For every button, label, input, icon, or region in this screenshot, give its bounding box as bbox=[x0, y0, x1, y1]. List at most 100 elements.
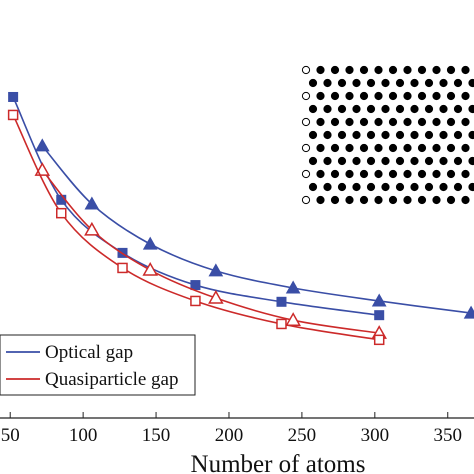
atom-dot bbox=[330, 143, 340, 153]
marker bbox=[208, 263, 224, 277]
marker bbox=[373, 334, 385, 346]
atom-dot bbox=[323, 130, 332, 140]
atom-dot bbox=[359, 169, 369, 179]
atom-dot bbox=[345, 117, 354, 127]
atom-dot bbox=[403, 169, 412, 179]
atom-dot bbox=[352, 182, 361, 192]
atom-dot bbox=[453, 104, 463, 114]
legend: Optical gap Quasiparticle gap bbox=[0, 334, 196, 396]
atom-dot bbox=[388, 65, 398, 75]
atom-dot bbox=[381, 104, 390, 114]
marker bbox=[463, 305, 474, 319]
x-tick-label: 50 bbox=[1, 425, 20, 446]
atom-dot bbox=[366, 130, 376, 140]
atom-dot bbox=[453, 130, 463, 140]
atom-dot bbox=[432, 117, 441, 127]
atom-dot bbox=[403, 91, 412, 101]
atom-dot bbox=[323, 156, 332, 166]
atom-dot bbox=[381, 182, 390, 192]
atom-dot bbox=[424, 104, 434, 114]
atom-dot bbox=[366, 182, 376, 192]
legend-label: Quasiparticle gap bbox=[45, 369, 178, 390]
atom-dot bbox=[366, 78, 376, 88]
atom-dot bbox=[432, 169, 441, 179]
atom-dot bbox=[388, 91, 398, 101]
atom-dot bbox=[345, 143, 354, 153]
marker bbox=[8, 91, 19, 102]
atom-dot bbox=[323, 182, 332, 192]
marker bbox=[371, 293, 387, 307]
atom-dot bbox=[388, 195, 398, 205]
atom-dot bbox=[446, 91, 456, 101]
atom-dot bbox=[403, 117, 412, 127]
marker bbox=[285, 312, 301, 326]
curve bbox=[12, 114, 380, 341]
atom-dot bbox=[432, 143, 441, 153]
atom-dot bbox=[468, 78, 474, 88]
atom-dot bbox=[432, 195, 441, 205]
atom-dot bbox=[316, 169, 325, 179]
x-tick-label: 250 bbox=[288, 425, 317, 446]
atom-dot bbox=[359, 91, 369, 101]
atom-dot bbox=[417, 91, 427, 101]
atom-dot bbox=[330, 65, 340, 75]
atom-dot bbox=[374, 65, 383, 75]
atom-dot bbox=[359, 117, 369, 127]
atom-dot bbox=[381, 78, 390, 88]
atom-dot bbox=[323, 78, 332, 88]
atom-dot bbox=[439, 104, 448, 114]
atom-dot bbox=[468, 156, 474, 166]
atom-dot bbox=[316, 91, 325, 101]
atom-dot bbox=[308, 182, 318, 192]
atom-dot bbox=[374, 91, 383, 101]
atom-dot bbox=[424, 156, 434, 166]
atom-dot bbox=[468, 130, 474, 140]
legend-box bbox=[0, 334, 196, 396]
atom-dot bbox=[352, 156, 361, 166]
atom-dot bbox=[359, 65, 369, 75]
atom-dot bbox=[316, 117, 325, 127]
x-tick-label: 200 bbox=[215, 425, 244, 446]
atom-dot bbox=[417, 195, 427, 205]
marker bbox=[374, 310, 385, 321]
atom-dot bbox=[417, 169, 427, 179]
atom-dot bbox=[301, 91, 311, 101]
atom-dot bbox=[308, 156, 318, 166]
marker bbox=[7, 109, 19, 121]
atom-dot bbox=[417, 143, 427, 153]
atom-dot bbox=[395, 130, 405, 140]
atom-dot bbox=[410, 156, 419, 166]
marker bbox=[190, 295, 201, 307]
atom-dot bbox=[424, 130, 434, 140]
atom-dot bbox=[424, 182, 434, 192]
atom-dot bbox=[461, 195, 470, 205]
atom-dot bbox=[417, 117, 427, 127]
atom-dot bbox=[403, 65, 412, 75]
atom-dot bbox=[381, 156, 390, 166]
atom-dot bbox=[352, 104, 361, 114]
atom-dot bbox=[316, 65, 325, 75]
atom-dot bbox=[446, 143, 456, 153]
marker bbox=[84, 221, 100, 236]
atom-dot bbox=[337, 104, 347, 114]
marker bbox=[208, 290, 224, 304]
atom-dot bbox=[439, 130, 448, 140]
x-tick-label: 300 bbox=[361, 425, 390, 446]
curve bbox=[41, 169, 380, 334]
atom-dot bbox=[395, 104, 405, 114]
atom-dot bbox=[345, 65, 354, 75]
atom-dot bbox=[446, 65, 456, 75]
marker bbox=[34, 138, 50, 152]
atom-dot bbox=[468, 104, 474, 114]
atom-dot bbox=[301, 169, 311, 179]
atom-dot bbox=[301, 195, 311, 205]
atom-dot bbox=[410, 104, 419, 114]
marker bbox=[142, 236, 158, 250]
marker bbox=[117, 262, 128, 274]
atom-dot bbox=[439, 156, 448, 166]
marker bbox=[190, 280, 201, 291]
x-tick-label: 150 bbox=[142, 425, 171, 446]
atom-dot bbox=[359, 143, 369, 153]
atom-dot bbox=[453, 156, 463, 166]
atom-dot bbox=[388, 143, 398, 153]
